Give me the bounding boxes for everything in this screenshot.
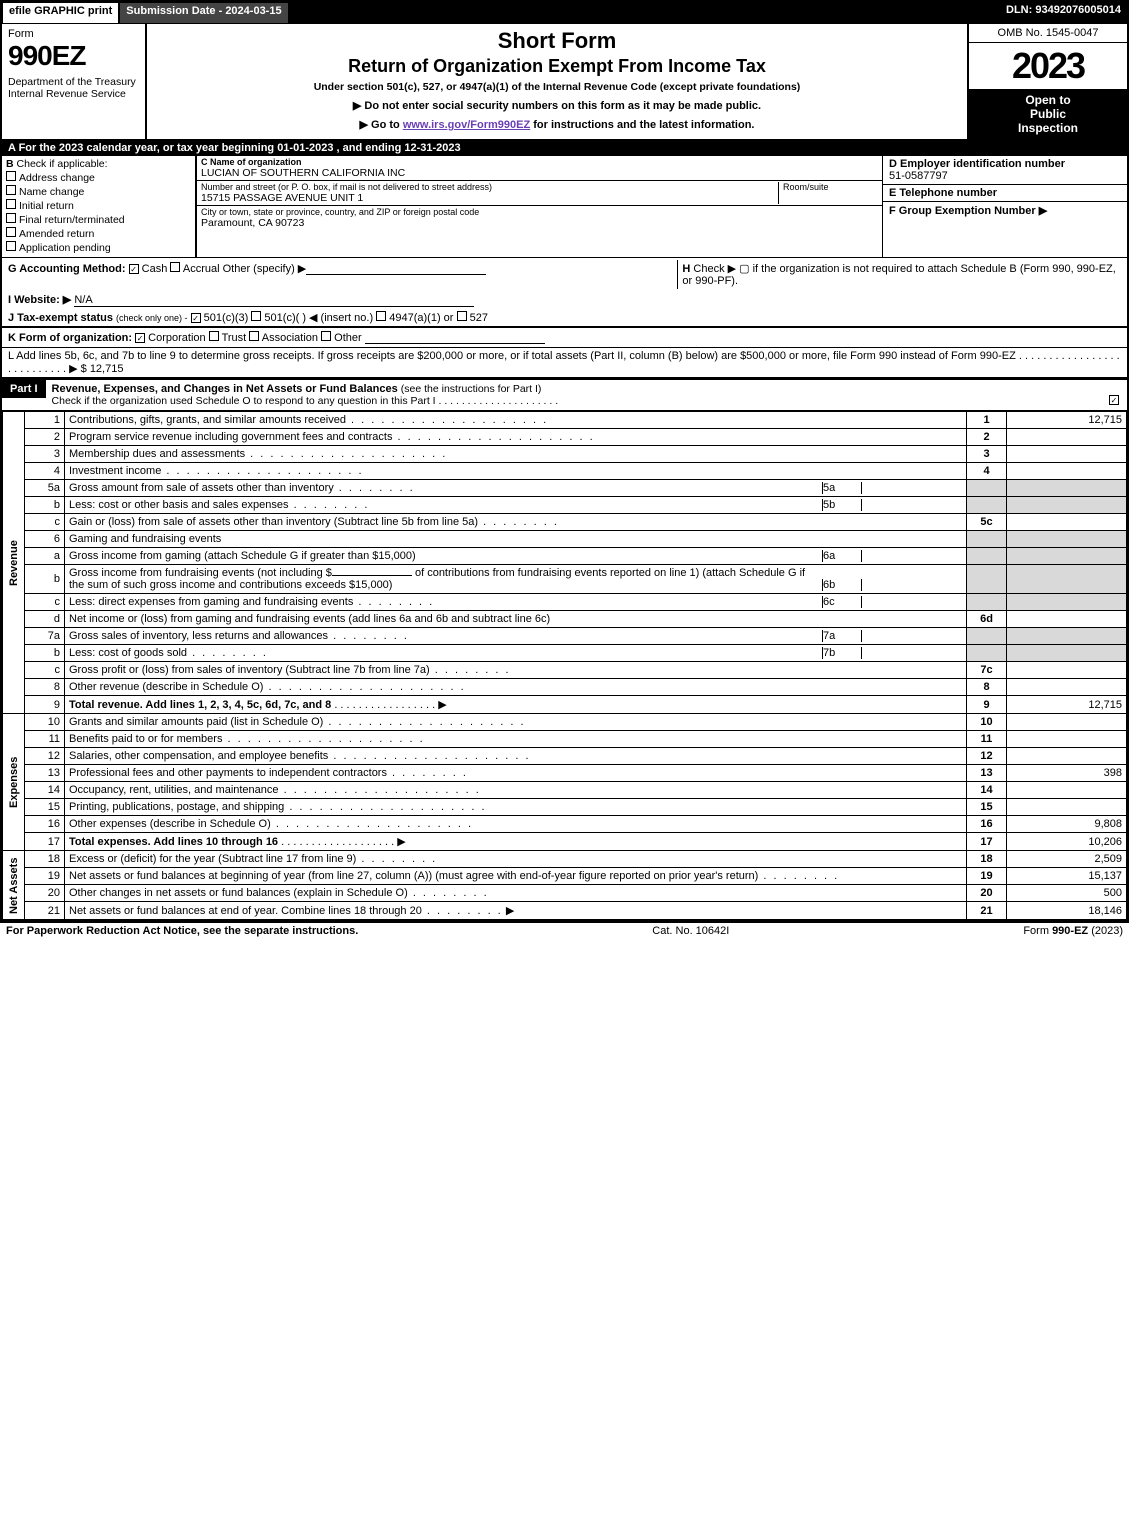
- ssn-warning: ▶ Do not enter social security numbers o…: [157, 99, 957, 112]
- checkbox-4947a1[interactable]: [376, 311, 386, 321]
- checkbox-other-org[interactable]: [321, 331, 331, 341]
- section-i-website: I Website: ▶ N/A: [2, 291, 1127, 309]
- catalog-number: Cat. No. 10642I: [358, 925, 1023, 937]
- line-13-amount: 398: [1007, 765, 1127, 782]
- checkbox-application-pending[interactable]: [6, 241, 16, 251]
- part-i-table: Revenue 1Contributions, gifts, grants, a…: [2, 411, 1127, 920]
- schedule-o-check-text: Check if the organization used Schedule …: [52, 395, 559, 407]
- line-20-amount: 500: [1007, 885, 1127, 902]
- checkbox-association[interactable]: [249, 331, 259, 341]
- section-k-org-form: K Form of organization: ✓ Corporation Tr…: [2, 327, 1127, 347]
- revenue-section-label: Revenue: [3, 412, 25, 714]
- top-bar: efile GRAPHIC print Submission Date - 20…: [2, 2, 1127, 24]
- form-990ez-page: efile GRAPHIC print Submission Date - 20…: [0, 0, 1129, 922]
- efile-print-label[interactable]: efile GRAPHIC print: [2, 2, 119, 24]
- form-reference: Form 990-EZ (2023): [1023, 925, 1123, 937]
- page-footer: For Paperwork Reduction Act Notice, see …: [0, 922, 1129, 939]
- section-j-tax-exempt: J Tax-exempt status (check only one) - ✓…: [2, 309, 1127, 327]
- checkbox-accrual[interactable]: [170, 262, 180, 272]
- ein-value: 51-0587797: [889, 170, 948, 182]
- line-17-amount: 10,206: [1007, 833, 1127, 851]
- line-18-amount: 2,509: [1007, 851, 1127, 868]
- form-subtitle: Under section 501(c), 527, or 4947(a)(1)…: [157, 81, 957, 93]
- part-i-header: Part I Revenue, Expenses, and Changes in…: [2, 378, 1127, 411]
- checkbox-cash[interactable]: ✓: [129, 264, 139, 274]
- checkbox-trust[interactable]: [209, 331, 219, 341]
- submission-date: Submission Date - 2024-03-15: [119, 2, 288, 24]
- line-19-amount: 15,137: [1007, 868, 1127, 885]
- checkbox-address-change[interactable]: [6, 171, 16, 181]
- section-b-checkboxes: B Check if applicable: Address change Na…: [2, 156, 197, 257]
- treasury-dept: Department of the TreasuryInternal Reven…: [8, 76, 139, 100]
- form-number: 990EZ: [8, 40, 139, 72]
- part-i-badge: Part I: [2, 380, 46, 398]
- expenses-section-label: Expenses: [3, 714, 25, 851]
- section-d-e-f: D Employer identification number 51-0587…: [882, 156, 1127, 257]
- omb-number: OMB No. 1545-0047: [969, 24, 1127, 43]
- form-title-2: Return of Organization Exempt From Incom…: [157, 56, 957, 77]
- instructions-link-row: ▶ Go to www.irs.gov/Form990EZ for instru…: [157, 118, 957, 131]
- checkbox-527[interactable]: [457, 311, 467, 321]
- section-a-tax-year: A For the 2023 calendar year, or tax yea…: [2, 140, 1127, 156]
- org-street: 15715 PASSAGE AVENUE UNIT 1: [201, 192, 778, 204]
- checkbox-corporation[interactable]: ✓: [135, 333, 145, 343]
- paperwork-notice: For Paperwork Reduction Act Notice, see …: [6, 925, 358, 937]
- checkbox-initial-return[interactable]: [6, 199, 16, 209]
- line-16-amount: 9,808: [1007, 816, 1127, 833]
- section-l-gross-receipts: L Add lines 5b, 6c, and 7b to line 9 to …: [2, 347, 1127, 378]
- irs-link[interactable]: www.irs.gov/Form990EZ: [403, 119, 530, 131]
- section-c-org-info: C Name of organization LUCIAN OF SOUTHER…: [197, 156, 882, 257]
- net-assets-section-label: Net Assets: [3, 851, 25, 920]
- line-9-amount: 12,715: [1007, 696, 1127, 714]
- checkbox-name-change[interactable]: [6, 185, 16, 195]
- gross-receipts-amount: $ 12,715: [81, 363, 124, 375]
- checkbox-501c3[interactable]: ✓: [191, 313, 201, 323]
- line-1-amount: 12,715: [1007, 412, 1127, 429]
- form-header: Form 990EZ Department of the TreasuryInt…: [2, 24, 1127, 140]
- schedule-b-check-text: Check ▶ ▢ if the organization is not req…: [682, 263, 1115, 287]
- form-label: Form: [8, 28, 139, 40]
- section-g-h: G Accounting Method: ✓ Cash Accrual Othe…: [2, 258, 1127, 291]
- line-21-amount: 18,146: [1007, 902, 1127, 920]
- public-inspection-badge: Open toPublicInspection: [969, 89, 1127, 139]
- checkbox-amended-return[interactable]: [6, 227, 16, 237]
- form-title-1: Short Form: [157, 28, 957, 54]
- org-name: LUCIAN OF SOUTHERN CALIFORNIA INC: [201, 167, 878, 179]
- dln-label: DLN: 93492076005014: [1000, 2, 1127, 24]
- checkbox-501c[interactable]: [251, 311, 261, 321]
- group-exemption-label: F Group Exemption Number ▶: [889, 205, 1047, 217]
- org-city: Paramount, CA 90723: [201, 217, 878, 229]
- checkbox-final-return[interactable]: [6, 213, 16, 223]
- tax-year: 2023: [969, 43, 1127, 89]
- website-value: N/A: [74, 294, 92, 306]
- checkbox-schedule-o[interactable]: ✓: [1109, 395, 1119, 405]
- telephone-label: E Telephone number: [889, 187, 997, 199]
- info-block: B Check if applicable: Address change Na…: [2, 156, 1127, 258]
